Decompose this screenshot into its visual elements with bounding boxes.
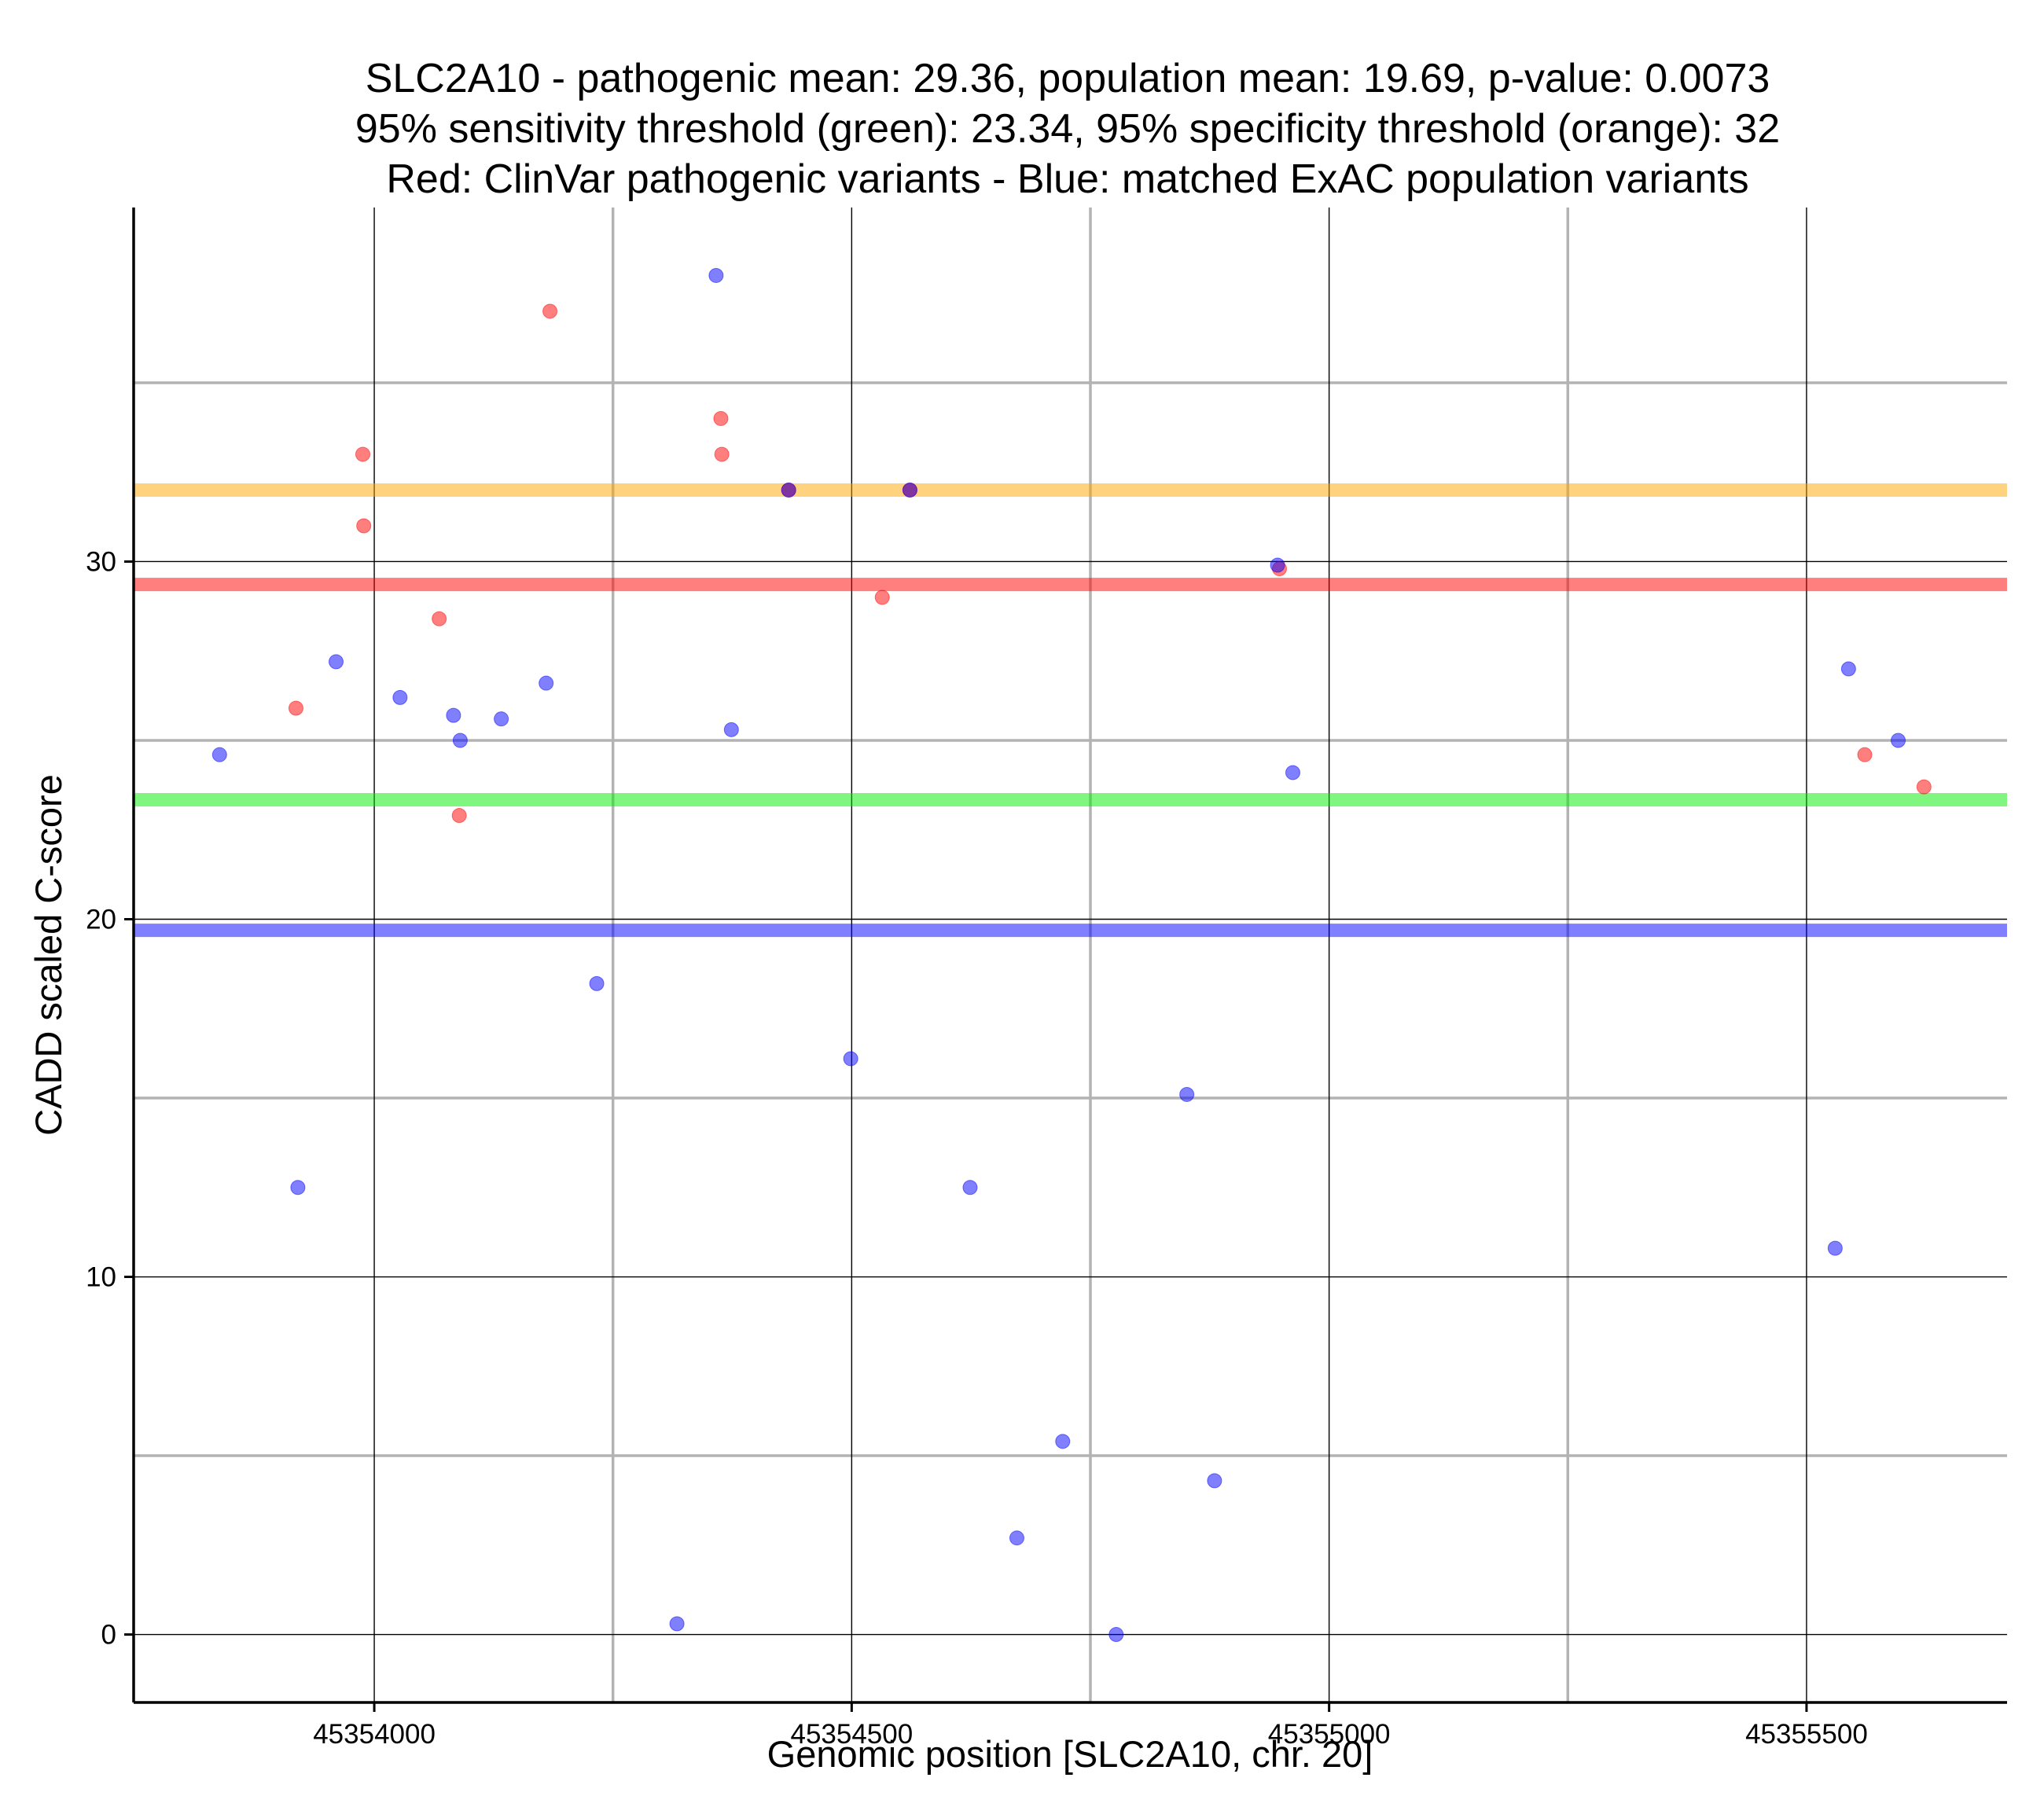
pathogenic-variant-point xyxy=(714,446,730,462)
x-tick-label: 45355000 xyxy=(1268,1719,1391,1750)
population-variant-point xyxy=(494,711,509,727)
population-variant-point xyxy=(962,1180,978,1195)
population-variant-point xyxy=(1891,733,1906,748)
chart-title-line-2: 95% sensitivity threshold (green): 23.34… xyxy=(355,106,1780,152)
chart-title: SLC2A10 - pathogenic mean: 29.36, popula… xyxy=(355,56,1780,202)
population-variant-point xyxy=(211,747,227,762)
y-axis-title: CADD scaled C-score xyxy=(28,774,69,1136)
pathogenic-variant-point xyxy=(432,611,447,626)
population-variant-point xyxy=(781,482,796,498)
pathogenic-variant-point xyxy=(1916,779,1932,795)
y-tick-label: 10 xyxy=(86,1262,116,1293)
pathogenic-variant-point xyxy=(451,808,467,824)
population-variant-point xyxy=(1840,661,1856,677)
pathogenic-variant-point xyxy=(356,518,372,534)
y-tick-label: 20 xyxy=(86,904,116,935)
major-gridlines xyxy=(134,208,2007,1702)
pathogenic-variant-point xyxy=(713,410,729,426)
chart-title-line-1: SLC2A10 - pathogenic mean: 29.36, popula… xyxy=(366,56,1770,101)
y-axis-ticks: 0 10 20 30 xyxy=(86,546,134,1651)
population-variant-point xyxy=(328,654,344,670)
population-variant-point xyxy=(392,689,408,705)
x-tick-label: 45354000 xyxy=(313,1719,436,1750)
minor-gridlines xyxy=(134,208,2007,1702)
population-variant-point xyxy=(1270,557,1285,573)
population-variant-point xyxy=(1009,1530,1024,1546)
pathogenic-variant-point xyxy=(1857,747,1873,762)
population-variant-point xyxy=(1207,1473,1222,1489)
pathogenic-variant-point xyxy=(288,700,303,716)
population-variant-point xyxy=(446,707,461,723)
population-variant-point xyxy=(1108,1627,1124,1643)
x-axis-ticks: 45354000 45354500 45355000 45355500 xyxy=(313,1702,1868,1750)
population-variant-point xyxy=(902,482,917,498)
population-variant-point xyxy=(290,1180,306,1195)
population-variant-point xyxy=(1285,765,1300,780)
axes xyxy=(132,208,2007,1704)
population-variant-point xyxy=(1179,1086,1195,1102)
population-variant-point xyxy=(708,267,724,283)
population-variant-point xyxy=(1827,1240,1843,1256)
reference-lines xyxy=(134,483,2007,938)
data-points xyxy=(211,267,1932,1643)
x-tick-label: 45355500 xyxy=(1745,1719,1868,1750)
population-variant-point xyxy=(723,722,739,737)
population-variant-point xyxy=(589,975,605,991)
pathogenic-variant-point xyxy=(542,303,558,319)
y-tick-label: 0 xyxy=(101,1620,116,1651)
population-variant-point xyxy=(1055,1434,1071,1449)
population-variant-point xyxy=(539,675,554,691)
pathogenic-variant-point xyxy=(355,446,370,462)
pathogenic-variant-point xyxy=(874,589,890,605)
y-tick-label: 30 xyxy=(86,546,116,577)
population-variant-point xyxy=(669,1616,685,1632)
x-tick-label: 45354500 xyxy=(790,1719,913,1750)
population-variant-point xyxy=(452,733,468,748)
chart-title-line-3: Red: ClinVar pathogenic variants - Blue:… xyxy=(386,156,1748,202)
x-axis-title: Genomic position [SLC2A10, chr. 20] xyxy=(767,1733,1373,1775)
population-variant-point xyxy=(843,1051,858,1067)
